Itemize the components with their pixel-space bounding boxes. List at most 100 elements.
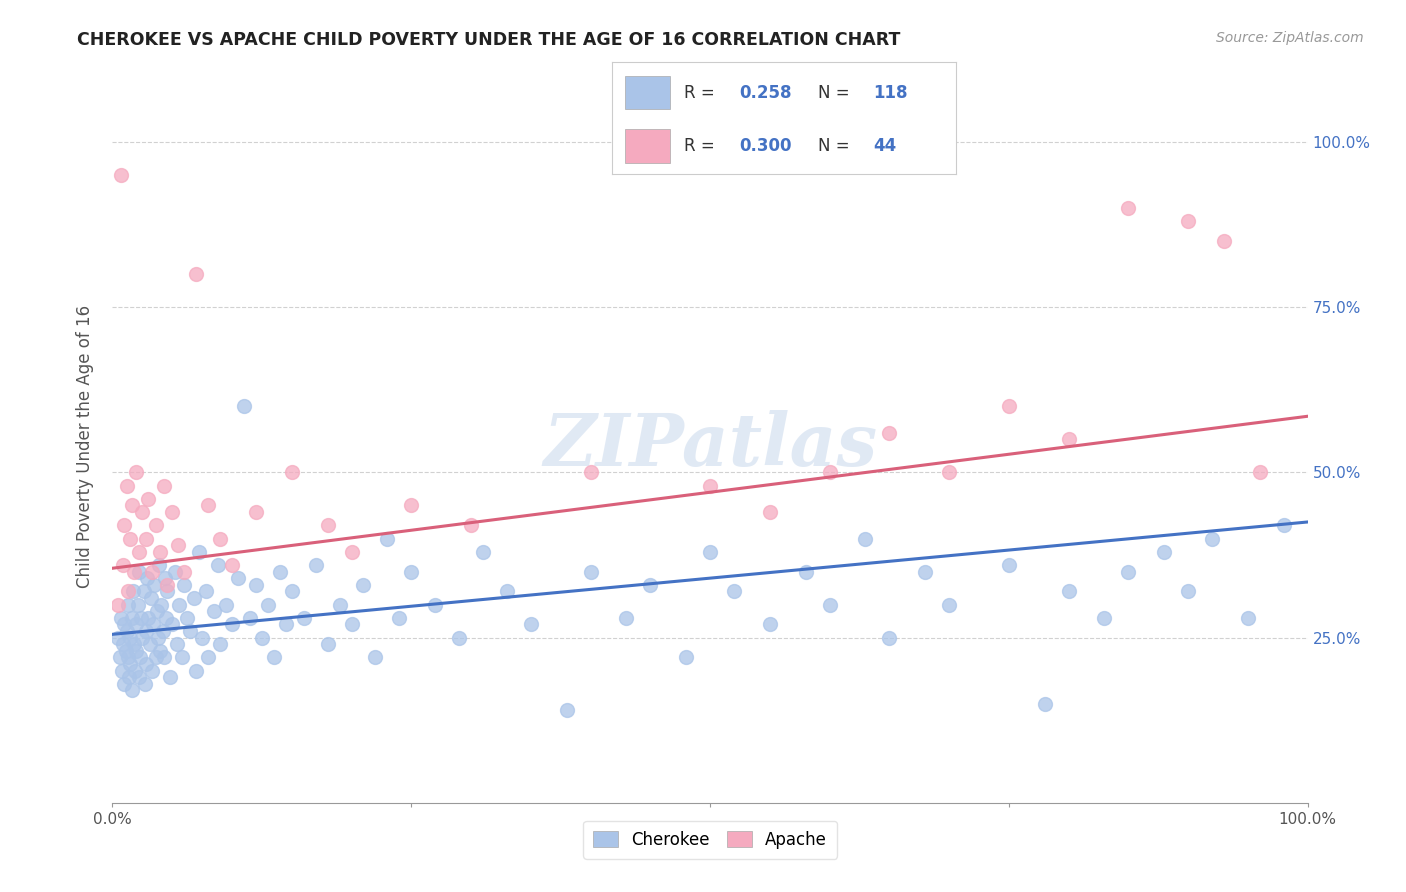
Point — [121, 683, 143, 698]
Point — [1201, 532, 1223, 546]
Point — [759, 617, 782, 632]
Point — [496, 584, 519, 599]
Point — [121, 584, 143, 599]
Point — [121, 611, 143, 625]
Point — [1272, 518, 1295, 533]
Point — [124, 664, 146, 678]
Point — [138, 491, 160, 506]
Point — [1237, 611, 1260, 625]
Point — [759, 505, 782, 519]
Point — [520, 617, 543, 632]
Point — [1177, 214, 1199, 228]
Point — [1057, 433, 1080, 447]
Point — [215, 598, 238, 612]
Point — [128, 545, 150, 559]
FancyBboxPatch shape — [626, 76, 671, 109]
Point — [281, 466, 304, 480]
Point — [115, 624, 138, 638]
Point — [139, 591, 162, 605]
Point — [377, 532, 399, 546]
Point — [447, 631, 470, 645]
Point — [149, 545, 172, 559]
Point — [197, 499, 219, 513]
Point — [134, 677, 156, 691]
Point — [148, 558, 170, 572]
Point — [138, 637, 160, 651]
Point — [675, 650, 697, 665]
Point — [153, 571, 176, 585]
Point — [145, 650, 167, 665]
Point — [794, 565, 817, 579]
Point — [111, 664, 134, 678]
Point — [555, 703, 578, 717]
Point — [425, 598, 447, 612]
Point — [131, 631, 153, 645]
Point — [136, 571, 159, 585]
Point — [135, 657, 157, 671]
Point — [245, 505, 267, 519]
Text: CHEROKEE VS APACHE CHILD POVERTY UNDER THE AGE OF 16 CORRELATION CHART: CHEROKEE VS APACHE CHILD POVERTY UNDER T… — [77, 31, 901, 49]
FancyBboxPatch shape — [626, 129, 671, 162]
Point — [110, 168, 132, 182]
Point — [818, 466, 841, 480]
Point — [162, 617, 183, 632]
Point — [118, 670, 141, 684]
Point — [167, 538, 190, 552]
Point — [221, 558, 243, 572]
Point — [186, 267, 208, 281]
Point — [616, 611, 638, 625]
Point — [209, 532, 232, 546]
Point — [938, 598, 960, 612]
Point — [131, 505, 153, 519]
Text: 118: 118 — [873, 84, 908, 102]
Point — [173, 578, 195, 592]
Point — [108, 650, 131, 665]
Point — [233, 400, 256, 414]
Point — [855, 532, 877, 546]
Point — [117, 584, 139, 599]
Point — [141, 565, 163, 579]
Point — [401, 565, 423, 579]
Point — [143, 578, 166, 592]
Point — [221, 617, 243, 632]
Point — [998, 558, 1021, 572]
Point — [226, 571, 249, 585]
Text: 0.300: 0.300 — [740, 137, 792, 155]
Point — [115, 478, 138, 492]
Point — [121, 499, 143, 513]
Point — [120, 532, 142, 546]
Point — [141, 664, 163, 678]
Point — [699, 478, 721, 492]
Point — [998, 400, 1021, 414]
Point — [125, 644, 148, 658]
Point — [129, 650, 152, 665]
Point — [114, 518, 135, 533]
Point — [1118, 565, 1140, 579]
Point — [207, 558, 229, 572]
Point — [281, 584, 304, 599]
Point — [191, 631, 214, 645]
Text: 0.258: 0.258 — [740, 84, 792, 102]
Point — [163, 565, 186, 579]
Point — [183, 591, 205, 605]
Point — [239, 611, 262, 625]
Point — [579, 565, 602, 579]
Point — [145, 518, 167, 533]
Point — [110, 611, 132, 625]
Point — [120, 631, 142, 645]
Point — [179, 624, 201, 638]
Point — [274, 617, 297, 632]
Point — [129, 611, 152, 625]
Point — [460, 518, 482, 533]
Point — [135, 532, 157, 546]
Point — [723, 584, 745, 599]
Point — [152, 624, 174, 638]
Point — [340, 545, 363, 559]
Point — [122, 637, 145, 651]
Text: R =: R = — [683, 137, 720, 155]
Point — [263, 650, 285, 665]
Point — [250, 631, 273, 645]
Point — [197, 650, 219, 665]
Point — [169, 598, 191, 612]
Point — [269, 565, 291, 579]
